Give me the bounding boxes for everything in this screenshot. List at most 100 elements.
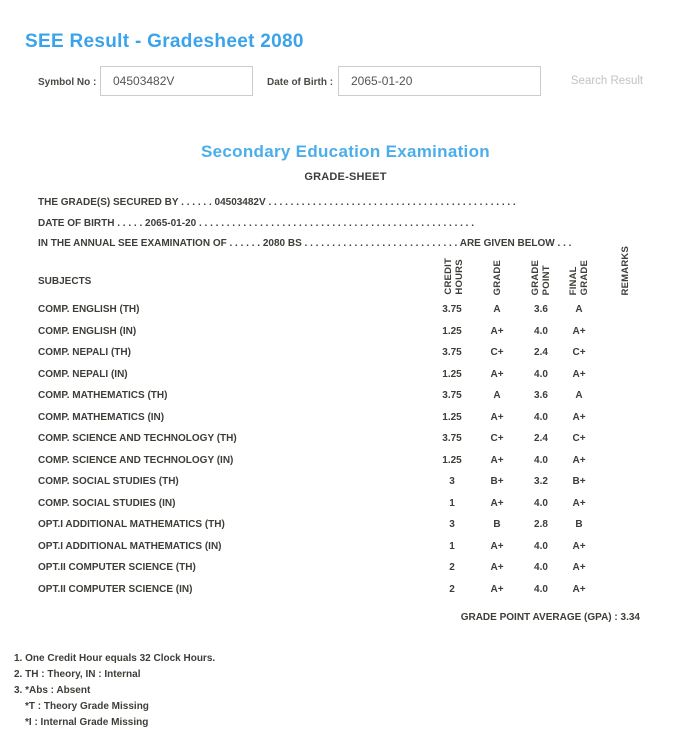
- exam-title: Secondary Education Examination: [201, 142, 490, 161]
- final-grade-cell: A+: [572, 562, 586, 573]
- subject-cell: COMP. SCIENCE AND TECHNOLOGY (TH): [38, 433, 237, 444]
- final-grade-cell: A+: [572, 497, 586, 509]
- column-header-final-grade: FINAL GRADE: [568, 259, 590, 295]
- credit-hours-cell: 1.25: [442, 454, 462, 466]
- grade-point-cell: 3.6: [534, 390, 548, 401]
- table-row: COMP. NEPALI (TH) 3.75 C+ 2.4 C+: [0, 342, 691, 364]
- grade-cell: A+: [490, 497, 504, 509]
- grade-point-cell: 3.6: [534, 304, 548, 315]
- grade-cell: C+: [490, 347, 504, 358]
- note-theory-missing: *T : Theory Grade Missing: [25, 701, 149, 712]
- table-row: COMP. ENGLISH (IN) 1.25 A+ 4.0 A+: [0, 321, 691, 343]
- grade-point-cell: 2.8: [534, 519, 548, 530]
- credit-hours-cell: 2: [449, 583, 455, 595]
- footnotes: 1. One Credit Hour equals 32 Clock Hours…: [14, 651, 215, 731]
- grade-cell: A+: [490, 368, 504, 380]
- final-grade-cell: A+: [572, 325, 586, 337]
- table-row: COMP. SCIENCE AND TECHNOLOGY (IN) 1.25 A…: [0, 450, 691, 472]
- final-grade-cell: A: [575, 304, 583, 315]
- table-row: OPT.I ADDITIONAL MATHEMATICS (TH) 3 B 2.…: [0, 514, 691, 536]
- subject-cell: OPT.I ADDITIONAL MATHEMATICS (IN): [38, 540, 222, 552]
- credit-hours-cell: 1.25: [442, 325, 462, 337]
- grade-point-cell: 2.4: [534, 433, 548, 444]
- credit-hours-cell: 3.75: [442, 347, 462, 358]
- subject-cell: COMP. NEPALI (TH): [38, 347, 131, 358]
- column-header-subjects: SUBJECTS: [38, 276, 92, 287]
- subject-cell: OPT.II COMPUTER SCIENCE (IN): [38, 583, 193, 595]
- credit-hours-cell: 1: [449, 540, 455, 552]
- grade-point-cell: 4.0: [534, 583, 548, 595]
- subject-cell: COMP. MATHEMATICS (TH): [38, 390, 168, 401]
- grade-cell: C+: [490, 433, 504, 444]
- grade-point-cell: 4.0: [534, 325, 548, 337]
- note-abs: 3. *Abs : Absent: [14, 685, 91, 696]
- symbol-no-label: Symbol No :: [38, 77, 97, 88]
- credit-hours-cell: 1: [449, 497, 455, 509]
- sheet-title: GRADE-SHEET: [304, 171, 387, 183]
- subject-cell: COMP. SCIENCE AND TECHNOLOGY (IN): [38, 454, 234, 466]
- credit-hours-cell: 3.75: [442, 390, 462, 401]
- final-grade-cell: B+: [572, 476, 586, 487]
- credit-hours-cell: 3: [449, 519, 455, 530]
- column-header-grade-point: GRADE POINT: [530, 259, 552, 295]
- grade-cell: A+: [490, 540, 504, 552]
- grade-cell: B+: [490, 476, 504, 487]
- final-grade-cell: A+: [572, 368, 586, 380]
- grade-point-cell: 4.0: [534, 368, 548, 380]
- table-row: COMP. NEPALI (IN) 1.25 A+ 4.0 A+: [0, 364, 691, 386]
- table-row: COMP. SCIENCE AND TECHNOLOGY (TH) 3.75 C…: [0, 428, 691, 450]
- final-grade-cell: A+: [572, 454, 586, 466]
- page-title: SEE Result - Gradesheet 2080: [25, 31, 304, 52]
- subject-cell: COMP. SOCIAL STUDIES (TH): [38, 476, 179, 487]
- note-th-in: 2. TH : Theory, IN : Internal: [14, 669, 141, 680]
- grade-cell: A+: [490, 562, 504, 573]
- credit-hours-cell: 2: [449, 562, 455, 573]
- symbol-no-input[interactable]: [100, 66, 253, 96]
- grade-point-cell: 3.2: [534, 476, 548, 487]
- subject-cell: COMP. ENGLISH (IN): [38, 325, 137, 337]
- subject-cell: OPT.I ADDITIONAL MATHEMATICS (TH): [38, 519, 225, 530]
- final-grade-cell: A+: [572, 583, 586, 595]
- subject-cell: COMP. NEPALI (IN): [38, 368, 128, 380]
- subject-cell: COMP. MATHEMATICS (IN): [38, 411, 165, 423]
- column-header-grade: GRADE: [492, 259, 503, 295]
- grade-point-cell: 4.0: [534, 454, 548, 466]
- subject-cell: COMP. ENGLISH (TH): [38, 304, 140, 315]
- table-row: COMP. MATHEMATICS (TH) 3.75 A 3.6 A: [0, 385, 691, 407]
- table-row: COMP. MATHEMATICS (IN) 1.25 A+ 4.0 A+: [0, 407, 691, 429]
- subject-cell: OPT.II COMPUTER SCIENCE (TH): [38, 562, 196, 573]
- grade-cell: A: [493, 390, 501, 401]
- subjects-table: COMP. ENGLISH (TH) 3.75 A 3.6 A COMP. EN…: [0, 299, 691, 600]
- table-row: OPT.I ADDITIONAL MATHEMATICS (IN) 1 A+ 4…: [0, 536, 691, 558]
- table-row: COMP. ENGLISH (TH) 3.75 A 3.6 A: [0, 299, 691, 321]
- subject-cell: COMP. SOCIAL STUDIES (IN): [38, 497, 176, 509]
- credit-hours-cell: 3.75: [442, 433, 462, 444]
- final-grade-cell: A: [575, 390, 583, 401]
- intro-line-date-of-birth: DATE OF BIRTH . . . . . 2065-01-20 . . .…: [38, 218, 475, 229]
- final-grade-cell: B: [575, 519, 583, 530]
- grade-cell: A+: [490, 583, 504, 595]
- column-header-credit-hours: CREDIT HOURS: [443, 258, 465, 295]
- credit-hours-cell: 3.75: [442, 304, 462, 315]
- note-internal-missing: *I : Internal Grade Missing: [25, 717, 149, 728]
- search-result-button[interactable]: Search Result: [552, 68, 662, 94]
- grade-cell: B: [493, 519, 501, 530]
- column-header-remarks: REMARKS: [620, 245, 631, 295]
- grade-point-cell: 4.0: [534, 562, 548, 573]
- gpa-summary: GRADE POINT AVERAGE (GPA) : 3.34: [460, 612, 640, 623]
- grade-cell: A: [493, 304, 501, 315]
- table-row: OPT.II COMPUTER SCIENCE (TH) 2 A+ 4.0 A+: [0, 557, 691, 579]
- grade-cell: A+: [490, 454, 504, 466]
- intro-line-examination-of: IN THE ANNUAL SEE EXAMINATION OF . . . .…: [38, 238, 572, 249]
- grade-cell: A+: [490, 411, 504, 423]
- grade-point-cell: 4.0: [534, 497, 548, 509]
- table-row: COMP. SOCIAL STUDIES (IN) 1 A+ 4.0 A+: [0, 493, 691, 515]
- credit-hours-cell: 3: [449, 476, 455, 487]
- credit-hours-cell: 1.25: [442, 368, 462, 380]
- final-grade-cell: C+: [572, 433, 586, 444]
- intro-line-secured-by: THE GRADE(S) SECURED BY . . . . . . 0450…: [38, 197, 516, 208]
- grade-point-cell: 4.0: [534, 540, 548, 552]
- date-of-birth-input[interactable]: [338, 66, 541, 96]
- final-grade-cell: A+: [572, 411, 586, 423]
